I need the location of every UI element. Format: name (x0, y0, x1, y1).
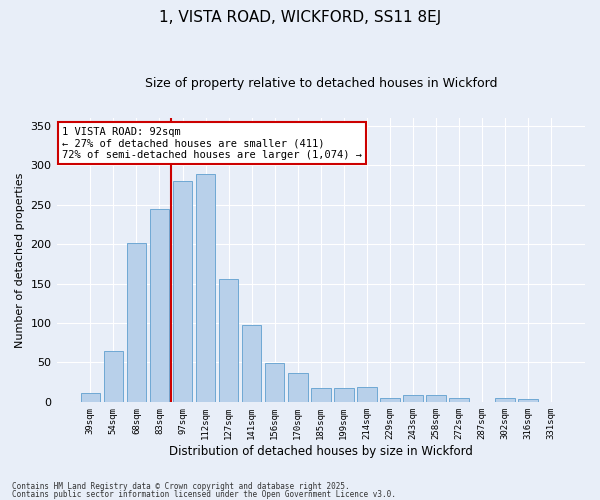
Bar (380, 398, 400, 402)
Bar (242, 324, 262, 402)
Bar (219, 279, 238, 402)
X-axis label: Distribution of detached houses by size in Wickford: Distribution of detached houses by size … (169, 444, 473, 458)
Bar (149, 210, 169, 402)
Bar (288, 374, 308, 402)
Text: 1 VISTA ROAD: 92sqm
← 27% of detached houses are smaller (411)
72% of semi-detac: 1 VISTA ROAD: 92sqm ← 27% of detached ho… (62, 126, 362, 160)
Bar (357, 387, 377, 402)
Bar (334, 388, 353, 402)
Bar (311, 388, 331, 402)
Bar (127, 244, 146, 402)
Bar (518, 398, 538, 402)
Text: Contains public sector information licensed under the Open Government Licence v3: Contains public sector information licen… (12, 490, 396, 499)
Title: Size of property relative to detached houses in Wickford: Size of property relative to detached ho… (145, 78, 497, 90)
Bar (426, 394, 446, 402)
Bar (265, 363, 284, 402)
Text: Contains HM Land Registry data © Crown copyright and database right 2025.: Contains HM Land Registry data © Crown c… (12, 482, 350, 491)
Y-axis label: Number of detached properties: Number of detached properties (15, 172, 25, 348)
Bar (173, 181, 193, 402)
Bar (80, 393, 100, 402)
Bar (496, 398, 515, 402)
Bar (449, 398, 469, 402)
Bar (196, 174, 215, 402)
Bar (104, 350, 123, 402)
Text: 1, VISTA ROAD, WICKFORD, SS11 8EJ: 1, VISTA ROAD, WICKFORD, SS11 8EJ (159, 10, 441, 25)
Bar (403, 394, 423, 402)
